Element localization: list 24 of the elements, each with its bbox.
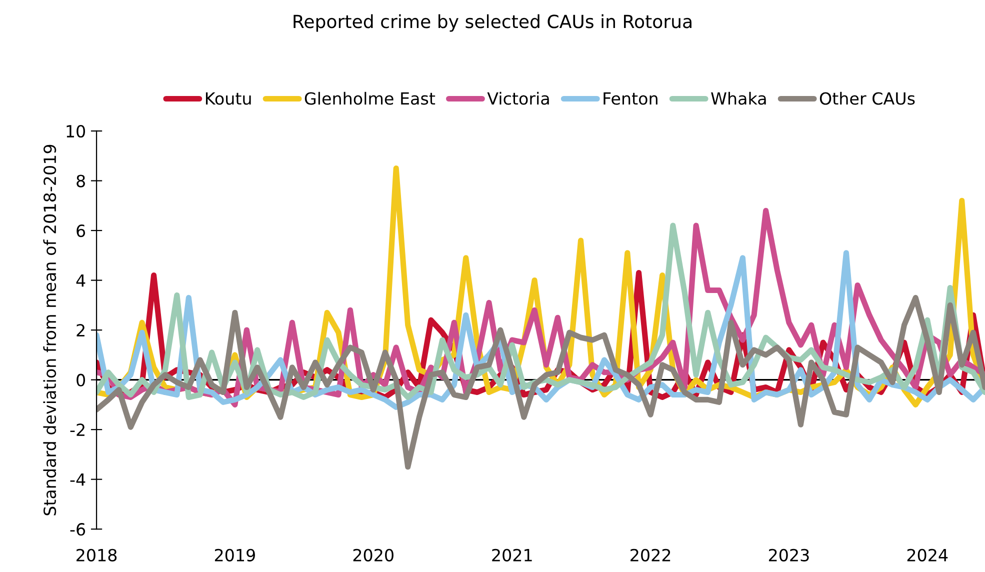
y-tick-label: -2 — [70, 424, 84, 436]
y-tick-label: -6 — [70, 523, 86, 536]
legend-label: Other CAUs — [820, 92, 915, 105]
legend-label: Victoria — [487, 92, 549, 105]
y-tick-label: 8 — [76, 174, 85, 188]
x-tick-label: 2021 — [492, 548, 532, 562]
y-tick-label: 10 — [66, 124, 86, 138]
legend-label: Koutu — [206, 92, 251, 105]
chart-title: Reported crime by selected CAUs in Rotorua — [294, 14, 692, 32]
x-tick-label: 2022 — [630, 548, 670, 562]
legend-label: Whaka — [711, 92, 766, 105]
x-tick-label: 2020 — [353, 548, 394, 562]
x-tick-label: 2018 — [76, 548, 117, 562]
x-tick-label: 2024 — [907, 548, 948, 562]
x-tick-label: 2023 — [768, 548, 809, 562]
y-tick-label: 6 — [76, 224, 86, 238]
y-tick-label: 0 — [76, 374, 86, 386]
y-tick-label: 2 — [76, 324, 84, 336]
y-tick-label: -4 — [70, 474, 86, 486]
legend-label: Glenholme East — [304, 92, 436, 105]
x-tick-label: 2019 — [214, 548, 255, 562]
y-tick-label: 4 — [76, 274, 86, 287]
legend-label: Fenton — [604, 92, 658, 105]
y-axis-title: Standard deviation from mean of 2018-2019 — [43, 144, 56, 516]
